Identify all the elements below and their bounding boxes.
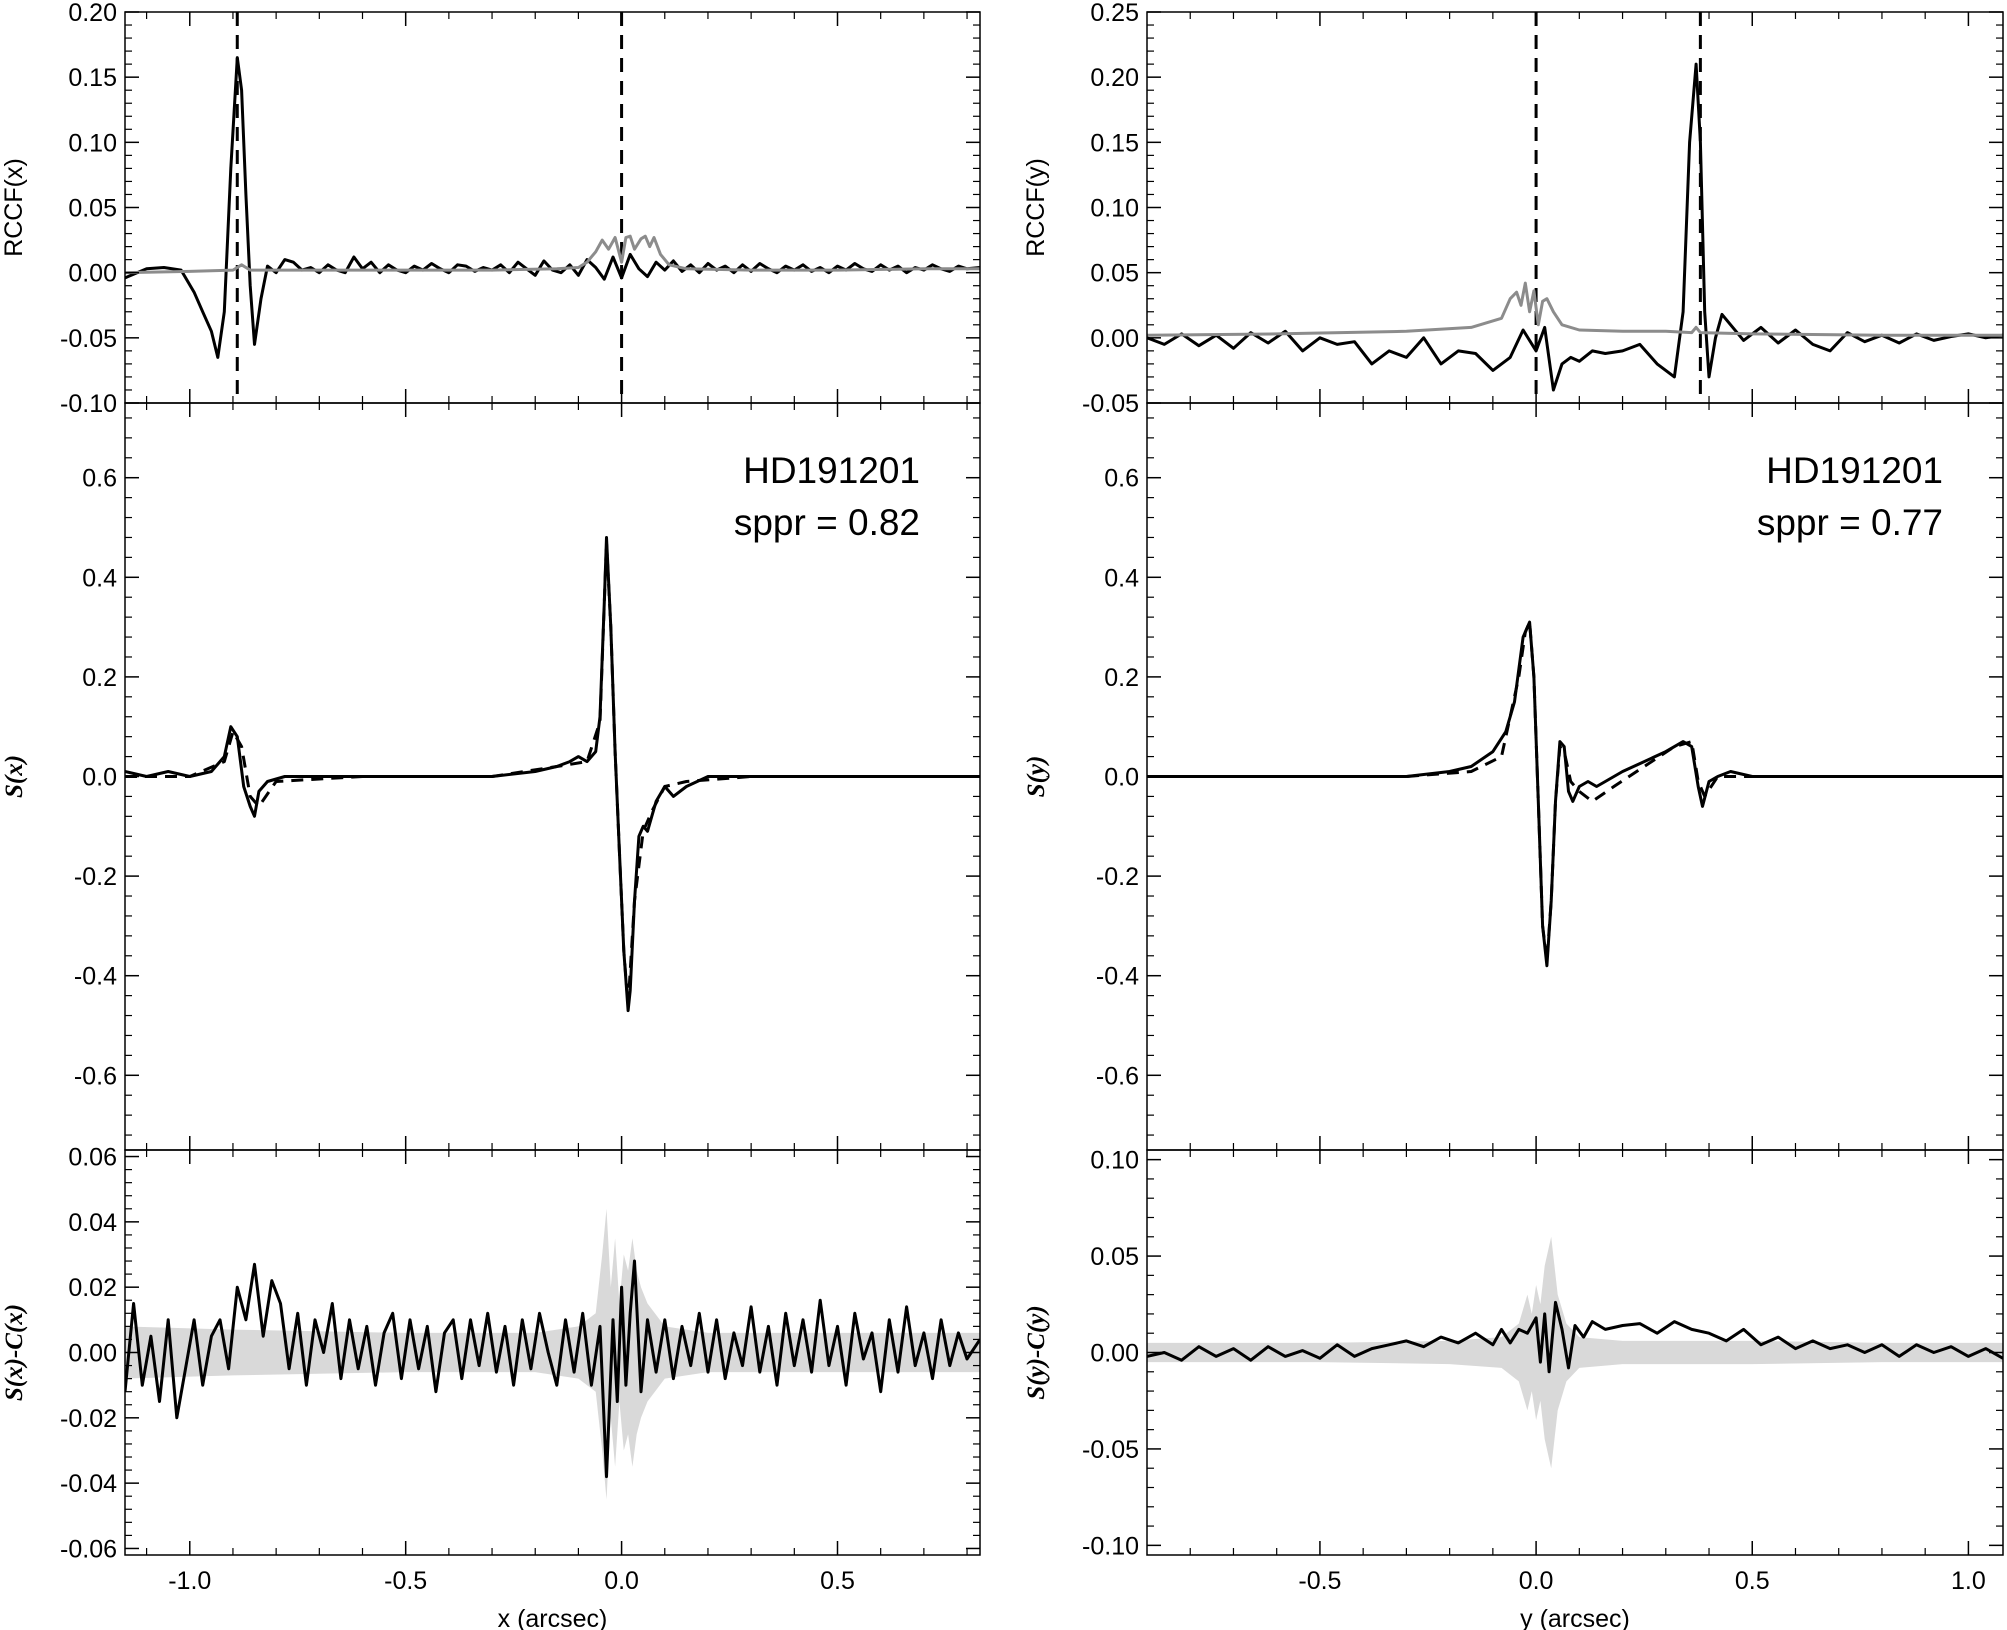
- y-tick-label: -0.06: [60, 1535, 117, 1563]
- x-tick-label: -1.0: [168, 1567, 211, 1595]
- y-tick-label: -0.2: [74, 863, 117, 891]
- series-line: [125, 1259, 980, 1479]
- left-column-rccf-panel: -0.10 -0.05 0.00 0.05 0.10 0.15 0.20 RCCF(x): [0, 0, 981, 418]
- x-tick-label: 1.0: [1951, 1567, 1986, 1595]
- y-tick-label: 0.15: [68, 64, 117, 92]
- y-tick-label: -0.6: [74, 1062, 117, 1090]
- x-tick-label: 0.0: [604, 1567, 639, 1595]
- x-axis-label: x (arcsec): [498, 1605, 608, 1630]
- series-line: [125, 234, 980, 275]
- y-tick-label: 0.04: [68, 1209, 117, 1237]
- y-tick-label: 0.00: [1090, 1340, 1139, 1368]
- y-tick-label: 0.10: [1090, 195, 1139, 223]
- x-tick-label: -0.5: [384, 1567, 427, 1595]
- left-column: -0.10-0.050.000.050.100.150.20RCCF(x)-0.…: [0, 0, 981, 1630]
- series-line: [125, 536, 980, 1013]
- series-line: [125, 56, 980, 359]
- y-tick-label: -0.4: [1096, 963, 1139, 991]
- y-tick-label: 0.4: [1104, 564, 1139, 592]
- y-tick-label: 0.0: [1104, 764, 1139, 792]
- y-tick-label: 0.10: [1090, 1147, 1139, 1175]
- y-tick-label: -0.05: [1082, 390, 1139, 418]
- y-axis-label: S(y): [1023, 756, 1050, 798]
- left-column-residual-panel: -0.06 -0.04 -0.02 0.00 0.02 0.04 0.06 S(x)-C(x): [1, 1144, 981, 1563]
- y-tick-label: 0.00: [1090, 325, 1139, 353]
- y-tick-label: -0.10: [1082, 1532, 1139, 1560]
- y-tick-label: 0.06: [68, 1144, 117, 1172]
- y-tick-label: 0.4: [82, 564, 117, 592]
- y-tick-label: 0.0: [82, 764, 117, 792]
- x-tick-label: -0.5: [1298, 1567, 1341, 1595]
- series-line: [1147, 281, 2003, 337]
- y-tick-label: 0.2: [82, 664, 117, 692]
- y-tick-label: 0.6: [1104, 465, 1139, 493]
- annotation-text: HD191201: [743, 450, 920, 491]
- right-column-signal-panel: -0.6 -0.4 -0.2 0.0 0.2 0.4 0.6 S(y) HD191201 sppr…: [1023, 402, 2004, 1151]
- y-axis-label: RCCF(y): [1022, 158, 1050, 257]
- plot-area: [1147, 1236, 2003, 1469]
- uncertainty-band: [125, 1208, 980, 1500]
- y-tick-label: -0.4: [74, 963, 117, 991]
- y-tick-label: -0.6: [1096, 1062, 1139, 1090]
- y-tick-label: 0.02: [68, 1274, 117, 1302]
- plot-area: [125, 12, 980, 403]
- y-tick-label: 0.15: [1090, 129, 1139, 157]
- annotation-text: HD191201: [1766, 450, 1943, 491]
- right-column-residual-panel: -0.10 -0.05 0.00 0.05 0.10 S(y)-C(y): [1023, 1147, 2004, 1560]
- annotation-text: sppr = 0.82: [734, 502, 920, 543]
- y-tick-label: 0.2: [1104, 664, 1139, 692]
- uncertainty-band: [1147, 1236, 2003, 1469]
- y-tick-label: -0.2: [1096, 863, 1139, 891]
- y-tick-label: -0.05: [1082, 1436, 1139, 1464]
- annotation-text: sppr = 0.77: [1757, 502, 1943, 543]
- y-tick-label: 0.20: [1090, 64, 1139, 92]
- y-tick-label: -0.02: [60, 1405, 117, 1433]
- y-tick-label: 0.25: [1090, 0, 1139, 27]
- y-axis-label: RCCF(x): [0, 158, 28, 257]
- y-tick-label: 0.05: [1090, 260, 1139, 288]
- plot-area: [125, 536, 980, 1013]
- y-axis-label: S(x)-C(x): [1, 1304, 28, 1401]
- series-line: [1147, 1300, 2003, 1374]
- x-tick-label: 0.5: [820, 1567, 855, 1595]
- x-tick-label: 0.5: [1735, 1567, 1770, 1595]
- series-line: [125, 540, 980, 1008]
- panel-frame: [1146, 11, 2004, 404]
- plot-area: [1147, 620, 2003, 968]
- right-column-rccf-panel: -0.05 0.00 0.05 0.10 0.15 0.20 0.25 RCCF(y): [1022, 0, 2004, 418]
- right-column: -0.05 0.00 0.05 0.10 0.15 0.20 0.25 RCCF(y) -0.6…: [1022, 0, 2004, 1630]
- y-tick-label: 0.6: [82, 465, 117, 493]
- x-tick-label: 0.0: [1519, 1567, 1554, 1595]
- y-tick-label: 0.00: [68, 260, 117, 288]
- y-tick-label: 0.05: [68, 195, 117, 223]
- y-axis-label: S(y)-C(y): [1023, 1305, 1050, 1399]
- series-line: [1147, 620, 2003, 963]
- x-axis-label: y (arcsec): [1520, 1605, 1630, 1630]
- series-line: [1147, 620, 2003, 968]
- left-column-signal-panel: -0.6 -0.4 -0.2 0.0 0.2 0.4 0.6 S(x) HD191201 sppr…: [1, 402, 981, 1151]
- y-tick-label: 0.10: [68, 129, 117, 157]
- y-tick-label: 0.05: [1090, 1243, 1139, 1271]
- series-line: [1147, 62, 2003, 392]
- plot-area: [1147, 12, 2003, 403]
- plot-area: [125, 1208, 980, 1500]
- y-tick-label: 0.00: [68, 1340, 117, 1368]
- y-tick-label: -0.04: [60, 1470, 117, 1498]
- y-tick-label: -0.05: [60, 325, 117, 353]
- y-tick-label: -0.10: [60, 390, 117, 418]
- y-axis-label: S(x): [1, 755, 28, 798]
- y-tick-label: 0.20: [68, 0, 117, 27]
